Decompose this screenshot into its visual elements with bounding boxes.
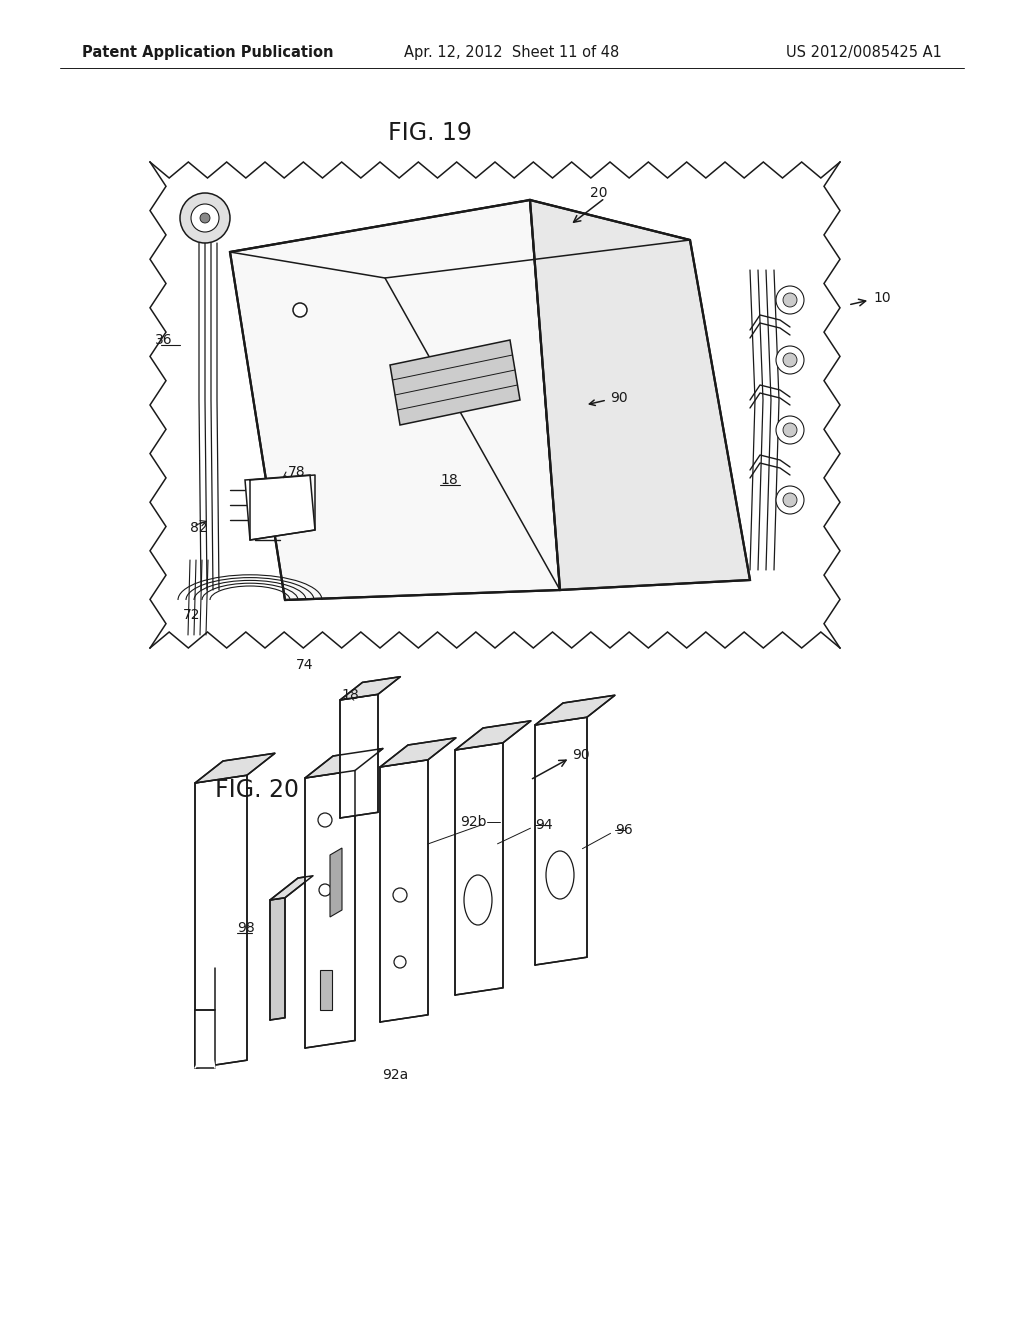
Text: 92b: 92b: [461, 814, 487, 829]
Polygon shape: [245, 475, 315, 540]
Ellipse shape: [464, 875, 492, 925]
Text: FIG. 20: FIG. 20: [215, 777, 299, 803]
Text: 90: 90: [610, 391, 628, 405]
Circle shape: [191, 205, 219, 232]
Ellipse shape: [546, 851, 574, 899]
Polygon shape: [380, 738, 456, 767]
Polygon shape: [535, 696, 615, 725]
Polygon shape: [195, 754, 275, 783]
Circle shape: [200, 213, 210, 223]
Polygon shape: [380, 760, 428, 1022]
Polygon shape: [195, 775, 247, 1068]
Text: 36: 36: [156, 333, 173, 347]
Polygon shape: [330, 847, 342, 917]
Circle shape: [783, 352, 797, 367]
Polygon shape: [530, 201, 750, 590]
Polygon shape: [270, 875, 313, 900]
Polygon shape: [270, 898, 285, 1020]
Text: 20: 20: [590, 186, 607, 201]
Polygon shape: [195, 1010, 215, 1068]
Text: FIG. 19: FIG. 19: [388, 121, 472, 145]
Circle shape: [776, 346, 804, 374]
Polygon shape: [340, 677, 400, 700]
Circle shape: [319, 884, 331, 896]
Polygon shape: [319, 970, 332, 1010]
Polygon shape: [390, 341, 520, 425]
Text: 18: 18: [341, 688, 358, 702]
Text: 96: 96: [615, 822, 633, 837]
Circle shape: [318, 813, 332, 828]
Text: 92a: 92a: [382, 1068, 409, 1082]
Text: 98: 98: [237, 921, 255, 935]
Text: 10: 10: [873, 290, 891, 305]
Circle shape: [776, 416, 804, 444]
Polygon shape: [305, 748, 383, 777]
Text: 18: 18: [440, 473, 458, 487]
Circle shape: [783, 492, 797, 507]
Circle shape: [783, 293, 797, 308]
Text: 78: 78: [288, 465, 305, 479]
Text: 94: 94: [535, 818, 553, 832]
Circle shape: [776, 286, 804, 314]
Text: 72: 72: [183, 609, 201, 622]
Circle shape: [783, 422, 797, 437]
Text: 90: 90: [572, 748, 590, 762]
Text: Apr. 12, 2012  Sheet 11 of 48: Apr. 12, 2012 Sheet 11 of 48: [404, 45, 620, 59]
Circle shape: [394, 956, 406, 968]
Circle shape: [180, 193, 230, 243]
Circle shape: [293, 304, 307, 317]
Polygon shape: [230, 201, 560, 601]
Text: US 2012/0085425 A1: US 2012/0085425 A1: [786, 45, 942, 59]
Circle shape: [776, 486, 804, 513]
Circle shape: [393, 888, 407, 902]
Text: 82: 82: [190, 521, 208, 535]
Polygon shape: [455, 721, 531, 750]
Polygon shape: [340, 694, 378, 818]
Text: 74: 74: [296, 657, 313, 672]
Text: Patent Application Publication: Patent Application Publication: [82, 45, 334, 59]
Polygon shape: [230, 201, 690, 279]
Polygon shape: [455, 743, 503, 995]
Polygon shape: [305, 771, 355, 1048]
Polygon shape: [535, 717, 587, 965]
